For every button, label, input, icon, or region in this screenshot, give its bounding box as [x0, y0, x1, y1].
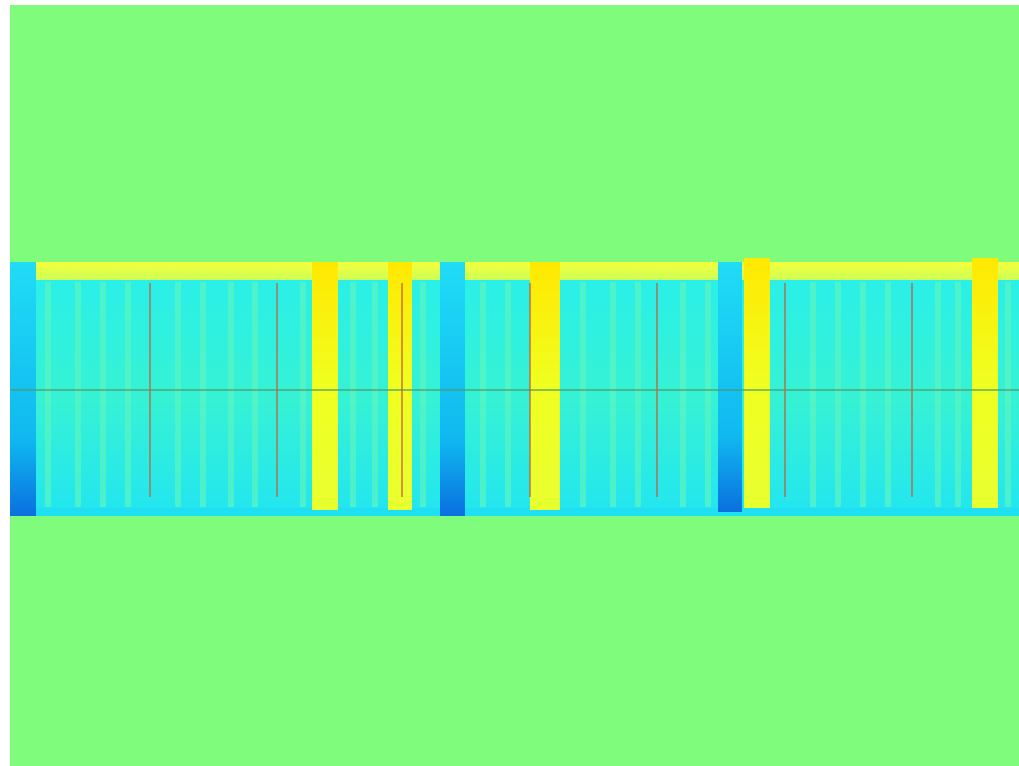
stripe — [835, 282, 841, 507]
stripe — [420, 282, 426, 507]
stripe — [1005, 282, 1011, 507]
stripe — [300, 282, 306, 507]
yellow-column — [530, 262, 560, 510]
stripe — [100, 282, 106, 507]
yellow-column — [388, 262, 412, 510]
stripe — [860, 282, 866, 507]
stripe — [350, 282, 356, 507]
band-body — [10, 280, 1019, 515]
stripe — [705, 282, 711, 507]
blue-column — [440, 262, 465, 516]
stripe — [175, 282, 181, 507]
page — [0, 0, 1019, 766]
stripe — [680, 282, 686, 507]
field-plot — [0, 0, 1019, 766]
band-bottom-edge — [10, 508, 1019, 516]
stripe — [75, 282, 81, 507]
stripe — [252, 282, 258, 507]
stripe — [45, 282, 51, 507]
blue-column — [10, 262, 36, 516]
stripe — [372, 282, 378, 507]
stripe — [810, 282, 816, 507]
stripe — [885, 282, 891, 507]
stripe — [505, 282, 511, 507]
stripe — [580, 282, 586, 507]
stripe — [200, 282, 206, 507]
band-top-edge — [10, 262, 1019, 282]
yellow-column — [312, 262, 338, 510]
blue-column — [718, 262, 742, 512]
stripe — [935, 282, 941, 507]
stripe — [635, 282, 641, 507]
stripe — [955, 282, 961, 507]
stripe — [610, 282, 616, 507]
yellow-column — [972, 258, 998, 508]
stripe — [480, 282, 486, 507]
stripe — [125, 282, 131, 507]
yellow-column — [744, 258, 770, 508]
stripe — [228, 282, 234, 507]
